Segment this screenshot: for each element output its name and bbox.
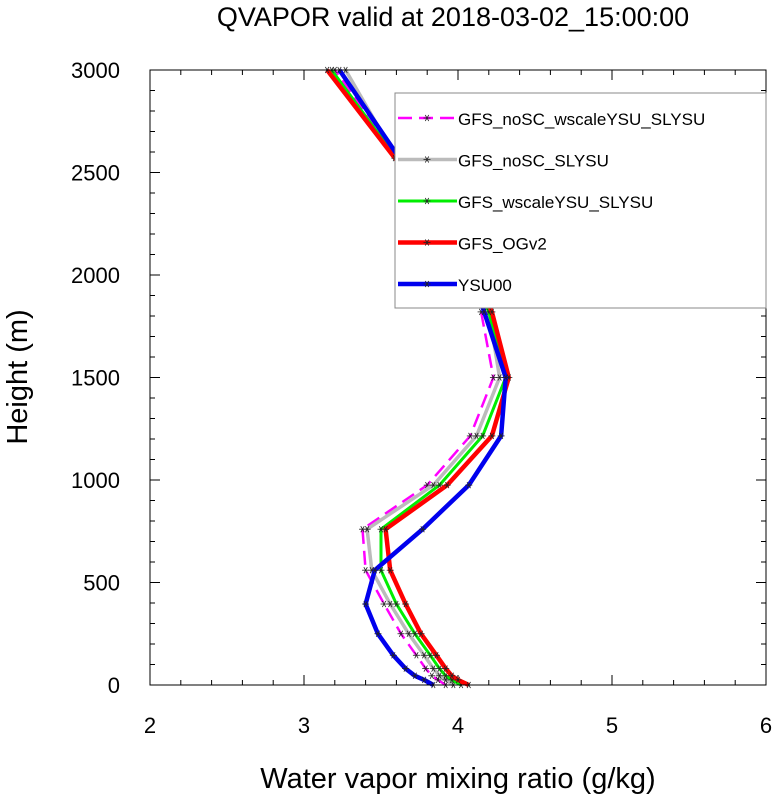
data-point <box>479 432 487 440</box>
legend-label: GFS_OGv2 <box>458 235 547 254</box>
chart-title: QVAPOR valid at 2018-03-02_15:00:00 <box>217 2 689 32</box>
data-point <box>422 665 430 672</box>
data-point <box>386 600 394 608</box>
legend-label: GFS_noSC_SLYSU <box>458 152 609 171</box>
y-tick-label: 1500 <box>71 366 120 391</box>
legend-label: GFS_noSC_wscaleYSU_SLYSU <box>458 110 705 129</box>
data-point <box>428 672 436 680</box>
data-point <box>420 652 428 659</box>
data-point <box>442 672 450 680</box>
legend: GFS_noSC_wscaleYSU_SLYSU GFS_noSC_SLYSU GF… <box>394 92 767 309</box>
data-point <box>397 630 405 637</box>
data-point <box>454 676 462 684</box>
data-point <box>466 432 474 440</box>
y-tick-label: 500 <box>83 571 120 596</box>
data-point <box>488 432 496 440</box>
data-point <box>374 630 382 637</box>
tick-layer: 2 3 4 5 6 0 500 1000 1500 2000 2500 3000 <box>71 58 772 738</box>
data-point <box>392 600 400 608</box>
legend-label: YSU00 <box>458 276 512 295</box>
data-point <box>502 374 510 381</box>
y-tick-label: 2000 <box>71 263 120 288</box>
legend-marker <box>423 239 431 246</box>
legend-marker <box>423 280 431 288</box>
data-point <box>417 630 425 637</box>
y-tick-label: 2500 <box>71 161 120 186</box>
data-point <box>411 630 419 637</box>
data-point <box>420 676 428 684</box>
data-point <box>402 600 410 608</box>
data-point <box>380 600 388 608</box>
data-point <box>443 481 451 489</box>
data-point <box>497 432 505 440</box>
data-point <box>389 652 397 659</box>
legend-label: GFS_wscaleYSU_SLYSU <box>458 193 653 212</box>
data-point <box>412 652 420 659</box>
data-point <box>480 308 488 316</box>
y-axis-label: Height (m) <box>2 309 34 444</box>
data-point <box>429 665 437 672</box>
data-point <box>448 672 456 680</box>
x-axis-label: Water vapor mixing ratio (g/kg) <box>260 763 655 795</box>
data-point <box>362 566 370 574</box>
legend-item: GFS_noSC_SLYSU <box>398 152 609 171</box>
data-point <box>432 652 440 659</box>
data-point <box>434 676 442 684</box>
data-point <box>465 481 473 489</box>
x-tick-label: 5 <box>606 713 618 738</box>
legend-marker <box>423 197 431 205</box>
data-point <box>426 652 434 659</box>
data-point <box>411 672 419 680</box>
data-point <box>442 665 450 672</box>
legend-marker <box>423 156 431 163</box>
y-tick-label: 0 <box>108 673 120 698</box>
data-point <box>472 432 480 440</box>
legend-item: YSU00 <box>398 276 512 295</box>
data-point <box>402 665 410 672</box>
x-tick-label: 4 <box>452 713 464 738</box>
data-point <box>436 665 444 672</box>
data-point <box>419 525 427 533</box>
y-tick-label: 3000 <box>71 58 120 83</box>
data-point <box>489 374 497 381</box>
data-point <box>382 525 390 533</box>
legend-item: GFS_noSC_wscaleYSU_SLYSU <box>398 110 705 129</box>
data-point <box>386 566 394 574</box>
data-point <box>405 630 413 637</box>
data-point <box>488 308 496 316</box>
x-tick-label: 3 <box>298 713 310 738</box>
data-point <box>371 566 379 574</box>
data-point <box>436 672 444 680</box>
data-point <box>496 374 504 381</box>
x-tick-label: 6 <box>760 713 772 738</box>
legend-item: GFS_OGv2 <box>398 235 547 254</box>
legend-marker <box>423 114 431 122</box>
x-tick-label: 2 <box>144 713 156 738</box>
plot-frame <box>149 69 767 686</box>
data-point <box>362 600 370 608</box>
y-tick-label: 1000 <box>71 468 120 493</box>
legend-item: GFS_wscaleYSU_SLYSU <box>398 193 653 212</box>
data-point <box>363 525 371 533</box>
